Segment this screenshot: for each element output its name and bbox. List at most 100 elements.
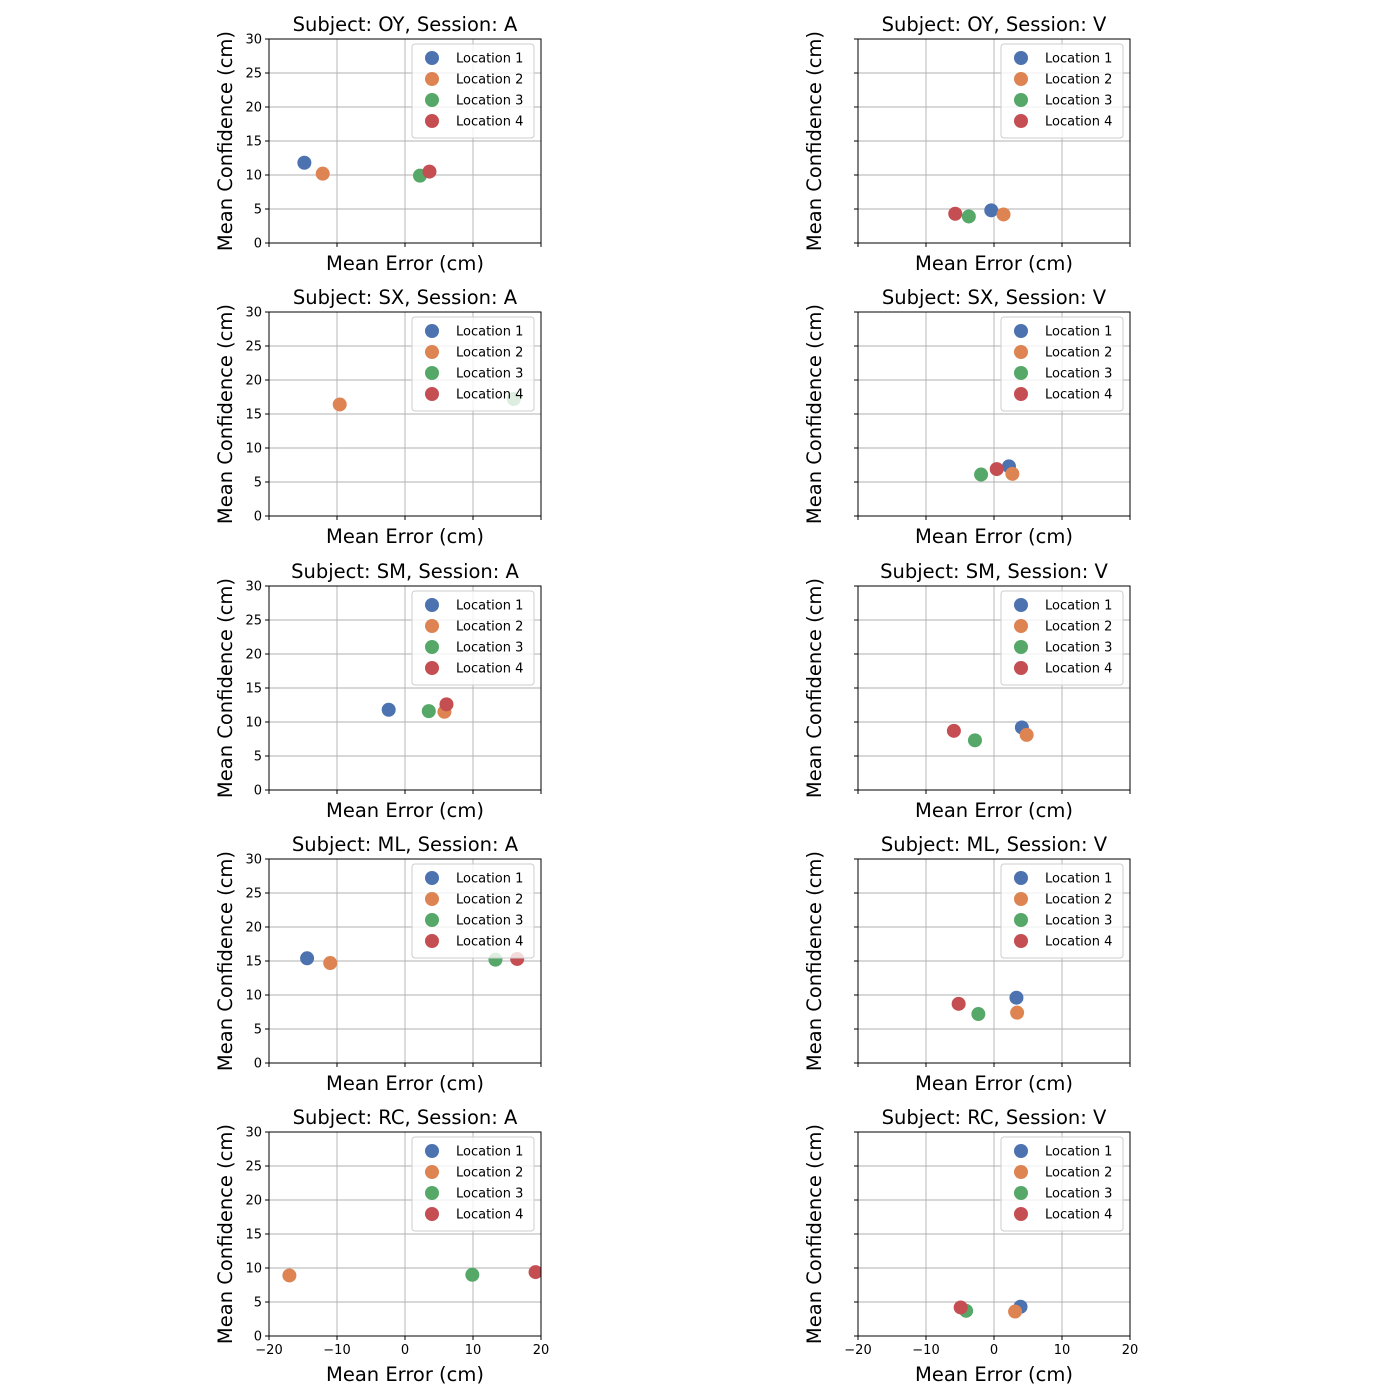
legend-marker: [425, 72, 439, 86]
legend-box: [1000, 590, 1124, 686]
legend-marker: [425, 934, 439, 948]
subplot-3: 0 5 10 15 20 25 30 Subject: SX, Session: A Mean …: [214, 286, 542, 548]
legend: Location 1 Location 2 Location 3 Location 4: [1000, 863, 1124, 959]
subplot-5: 0 5 10 15 20 25 30 Subject: SM, Session: A Mean …: [214, 560, 542, 822]
legend-label: Location 3: [456, 1187, 523, 1202]
legend-label: Location 4: [456, 115, 523, 130]
subplot-9: −20 −10 0 10 20 0 5 10 15 20 25 30 Subject: RC, Sess…: [214, 1106, 549, 1386]
point-location-4: [989, 462, 1004, 477]
x-tick-label: −20: [255, 1343, 282, 1358]
legend-label: Location 4: [1045, 388, 1112, 403]
y-tick-label: 10: [245, 716, 262, 731]
y-tick-label: 20: [245, 101, 262, 116]
point-location-4: [948, 206, 963, 221]
legend-label: Location 3: [1045, 94, 1112, 109]
legend-marker: [425, 366, 439, 380]
legend: Location 1 Location 2 Location 3 Location 4: [1000, 590, 1124, 686]
legend-label: Location 2: [1045, 73, 1112, 88]
legend-label: Location 2: [1045, 1166, 1112, 1181]
subplot-title: Subject: ML, Session: V: [881, 833, 1108, 856]
subplot-2: Subject: OY, Session: V Mean Error (cm) Me…: [803, 13, 1131, 275]
point-location-4: [422, 164, 437, 179]
legend-label: Location 1: [456, 872, 523, 887]
data-points: [953, 1299, 1028, 1319]
subplot-title: Subject: SX, Session: V: [882, 286, 1107, 309]
subplot-6: Subject: SM, Session: V Mean Error (cm) Me…: [803, 560, 1131, 822]
legend-marker: [1014, 661, 1028, 675]
point-location-2: [332, 397, 347, 412]
x-axis-label: Mean Error (cm): [915, 252, 1073, 275]
y-tick-label: 10: [245, 1262, 262, 1277]
legend-label: Location 1: [1045, 872, 1112, 887]
legend-label: Location 1: [456, 325, 523, 340]
legend: Location 1 Location 2 Location 3 Location 4: [411, 590, 535, 686]
x-axis-label: Mean Error (cm): [915, 799, 1073, 822]
legend-marker: [1014, 345, 1028, 359]
legend-marker: [425, 387, 439, 401]
legend-marker: [1014, 51, 1028, 65]
legend: Location 1 Location 2 Location 3 Location 4: [411, 43, 535, 139]
legend-box: [1000, 43, 1124, 139]
data-points: [946, 720, 1034, 748]
point-location-4: [951, 996, 966, 1011]
legend-marker: [425, 871, 439, 885]
y-tick-label: 5: [254, 750, 262, 765]
legend: Location 1 Location 2 Location 3 Location 4: [1000, 43, 1124, 139]
legend-marker: [1014, 619, 1028, 633]
legend-marker: [425, 640, 439, 654]
point-location-2: [1005, 466, 1020, 481]
x-axis-label: Mean Error (cm): [326, 252, 484, 275]
data-points: [948, 203, 1011, 224]
point-location-2: [1019, 727, 1034, 742]
legend-label: Location 3: [456, 914, 523, 929]
point-location-2: [282, 1268, 297, 1283]
legend-marker: [425, 1165, 439, 1179]
subplot-10: −20 −10 0 10 20 Subject: RC, Session: V Mean E…: [803, 1106, 1138, 1386]
legend-label: Location 3: [1045, 1187, 1112, 1202]
point-location-2: [323, 956, 338, 971]
legend-marker: [425, 1186, 439, 1200]
legend-label: Location 3: [456, 367, 523, 382]
y-tick-label: 30: [245, 33, 262, 48]
legend-marker: [1014, 114, 1028, 128]
subplot-4: Subject: SX, Session: V Mean Error (cm) Me…: [803, 286, 1131, 548]
point-location-1: [297, 155, 312, 170]
legend-label: Location 3: [456, 94, 523, 109]
legend-label: Location 1: [1045, 1145, 1112, 1160]
legend-label: Location 4: [1045, 115, 1112, 130]
subplot-title: Subject: SX, Session: A: [293, 286, 518, 309]
legend-label: Location 4: [456, 662, 523, 677]
legend-box: [411, 1136, 535, 1232]
legend-marker: [1014, 1207, 1028, 1221]
data-points: [282, 1265, 541, 1283]
y-axis-label: Mean Confidence (cm): [803, 31, 826, 251]
y-tick-label: 0: [254, 237, 262, 252]
legend: Location 1 Location 2 Location 3 Location 4: [411, 1136, 535, 1232]
x-axis-label: Mean Error (cm): [326, 799, 484, 822]
y-tick-label: 0: [254, 1330, 262, 1345]
x-axis-label: Mean Error (cm): [915, 1363, 1073, 1386]
y-axis-label: Mean Confidence (cm): [214, 1124, 237, 1344]
y-tick-label: 30: [245, 306, 262, 321]
y-tick-label: 5: [254, 203, 262, 218]
y-axis-label: Mean Confidence (cm): [803, 304, 826, 524]
legend: Location 1 Location 2 Location 3 Location 4: [411, 316, 535, 412]
legend: Location 1 Location 2 Location 3 Location 4: [1000, 316, 1124, 412]
data-points: [381, 697, 454, 719]
y-tick-label: 20: [245, 374, 262, 389]
legend-marker: [1014, 93, 1028, 107]
point-location-4: [953, 1300, 968, 1315]
point-location-2: [315, 166, 330, 181]
y-tick-label: 15: [245, 1228, 262, 1243]
x-tick-label: 10: [465, 1343, 482, 1358]
legend-marker: [425, 619, 439, 633]
y-tick-label: 30: [245, 853, 262, 868]
y-tick-label: 20: [245, 1194, 262, 1209]
legend-box: [411, 43, 535, 139]
legend-label: Location 1: [456, 52, 523, 67]
legend-box: [411, 590, 535, 686]
y-tick-label: 15: [245, 955, 262, 970]
legend-label: Location 2: [1045, 346, 1112, 361]
x-tick-label: −20: [844, 1343, 871, 1358]
legend-label: Location 2: [456, 73, 523, 88]
